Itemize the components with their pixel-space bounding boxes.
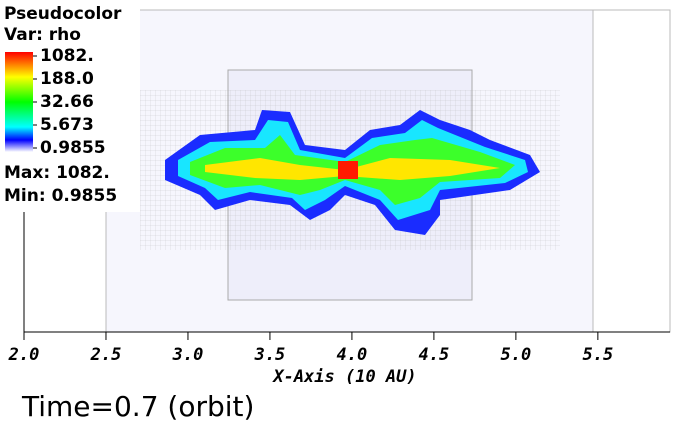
x-tick-label: 2.0 (8, 345, 40, 365)
max-label: Max: 1082. (4, 163, 110, 183)
x-tick-label: 3.0 (172, 345, 204, 365)
x-axis-title: X-Axis (10 AU) (271, 367, 416, 387)
x-tick-label: 4.0 (337, 345, 368, 365)
x-tick-label: 5.0 (501, 345, 532, 365)
x-tick-label: 4.5 (419, 345, 450, 365)
legend-tick-label: 0.9855 (40, 138, 106, 158)
min-label: Min: 0.9855 (4, 186, 117, 206)
x-tick-label: 3.5 (254, 345, 286, 365)
legend-tick-label: 188.0 (40, 69, 94, 89)
plot-field (23, 9, 671, 333)
time-annotation: Time=0.7 (orbit) (21, 390, 254, 423)
legend: Pseudocolor Var: rho Max: 1082. Min: 0.9… (0, 0, 140, 212)
legend-variable: Var: rho (4, 25, 81, 45)
legend-tick-label: 1082. (40, 46, 94, 66)
color-bar (5, 52, 33, 152)
x-tick-label: 2.5 (90, 345, 122, 365)
legend-title: Pseudocolor (4, 4, 122, 24)
legend-tick-label: 5.673 (40, 115, 94, 135)
legend-tick-label: 32.66 (40, 92, 94, 112)
x-tick-label: 5.5 (582, 345, 613, 365)
